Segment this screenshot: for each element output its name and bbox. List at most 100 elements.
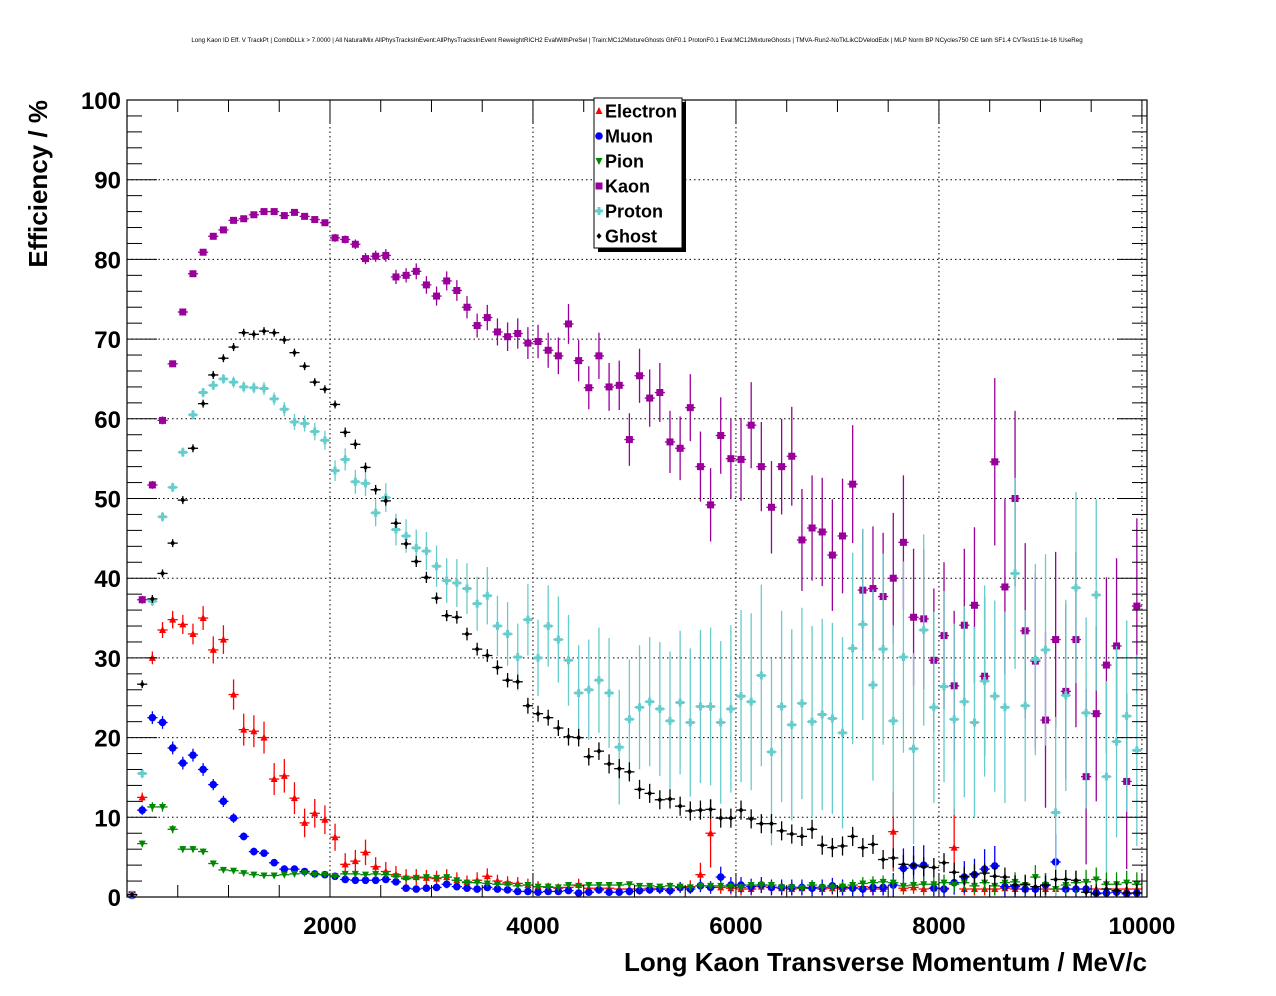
legend-item-kaon: Kaon xyxy=(595,177,650,197)
data-point-proton xyxy=(624,659,635,780)
data-point-kaon xyxy=(573,339,584,382)
marker xyxy=(312,379,318,386)
marker xyxy=(402,875,410,883)
marker xyxy=(483,591,492,600)
marker xyxy=(523,615,532,624)
marker xyxy=(230,216,238,224)
data-point-kaon xyxy=(604,363,615,411)
marker xyxy=(808,882,816,890)
data-point-pion xyxy=(472,879,483,887)
data-point-muon xyxy=(157,716,168,729)
data-point-pion xyxy=(309,871,320,879)
data-point-proton xyxy=(1081,617,1092,809)
data-point-pion xyxy=(350,870,361,878)
marker xyxy=(189,846,197,854)
data-point-pion xyxy=(431,874,442,882)
marker xyxy=(788,884,796,892)
marker xyxy=(320,436,329,445)
marker xyxy=(930,881,938,889)
marker xyxy=(767,503,775,511)
data-point-muon xyxy=(604,888,615,897)
data-point-proton xyxy=(187,410,199,420)
marker xyxy=(625,881,633,889)
marker xyxy=(575,357,583,365)
marker xyxy=(564,320,572,328)
data-point-ghost xyxy=(401,539,412,549)
marker xyxy=(514,882,522,890)
y-tick-label: 40 xyxy=(94,566,121,593)
x-axis-title: Long Kaon Transverse Momentum / MeV/c xyxy=(624,947,1147,977)
marker xyxy=(382,871,390,879)
marker xyxy=(687,807,693,814)
data-point-muon xyxy=(177,756,188,770)
data-point-kaon xyxy=(502,322,513,352)
marker xyxy=(189,270,197,278)
data-point-ghost xyxy=(218,354,229,363)
data-point-pion xyxy=(654,883,665,891)
marker xyxy=(473,879,481,887)
data-point-ghost xyxy=(908,855,919,875)
data-point-proton xyxy=(1131,654,1142,846)
data-point-proton xyxy=(938,590,950,783)
marker xyxy=(179,308,187,316)
marker xyxy=(636,372,644,380)
data-point-ghost xyxy=(127,891,138,898)
data-point-proton xyxy=(878,553,889,745)
marker xyxy=(656,388,664,396)
data-point-ghost xyxy=(786,824,797,844)
marker xyxy=(159,416,167,424)
marker xyxy=(290,870,298,878)
marker xyxy=(819,842,825,849)
data-point-proton xyxy=(1030,563,1041,756)
marker xyxy=(493,881,501,889)
marker xyxy=(412,267,420,275)
data-point-kaon xyxy=(340,235,351,244)
marker xyxy=(1132,746,1141,755)
marker xyxy=(148,713,157,722)
marker xyxy=(970,882,978,890)
data-point-ghost xyxy=(390,518,402,528)
data-point-ghost xyxy=(299,362,310,371)
marker xyxy=(1133,602,1141,610)
marker xyxy=(982,870,988,877)
marker xyxy=(1102,661,1110,669)
data-point-pion xyxy=(482,880,493,888)
data-point-kaon xyxy=(756,421,767,512)
marker xyxy=(818,528,826,536)
marker xyxy=(637,786,643,793)
marker xyxy=(290,417,299,426)
data-point-kaon xyxy=(796,488,807,591)
marker xyxy=(168,483,177,492)
data-point-kaon xyxy=(451,280,462,301)
data-point-ghost xyxy=(329,400,341,409)
data-point-kaon xyxy=(532,324,544,359)
data-point-ghost xyxy=(1050,869,1061,890)
data-point-proton xyxy=(1121,620,1132,812)
data-point-ghost xyxy=(654,790,665,810)
marker xyxy=(179,759,187,767)
marker xyxy=(554,635,563,644)
data-point-electron xyxy=(360,839,371,866)
data-point-proton xyxy=(1009,477,1021,670)
data-point-ghost xyxy=(837,836,848,856)
data-point-kaon xyxy=(289,208,300,216)
data-point-kaon xyxy=(654,363,665,422)
marker xyxy=(981,879,989,887)
data-point-pion xyxy=(624,881,635,889)
data-point-electron xyxy=(299,808,310,838)
data-point-ghost xyxy=(685,801,696,821)
data-point-kaon xyxy=(482,304,493,331)
marker xyxy=(564,886,573,895)
marker xyxy=(494,664,500,671)
marker xyxy=(585,384,593,392)
marker xyxy=(199,765,207,774)
marker xyxy=(240,215,248,223)
marker xyxy=(189,629,197,637)
marker xyxy=(412,885,421,893)
marker xyxy=(442,880,451,889)
data-point-ghost xyxy=(248,330,259,339)
legend-item-ghost: Ghost xyxy=(596,227,657,247)
data-point-muon xyxy=(248,847,259,856)
data-point-ghost xyxy=(350,439,361,450)
data-point-ghost xyxy=(817,835,828,855)
